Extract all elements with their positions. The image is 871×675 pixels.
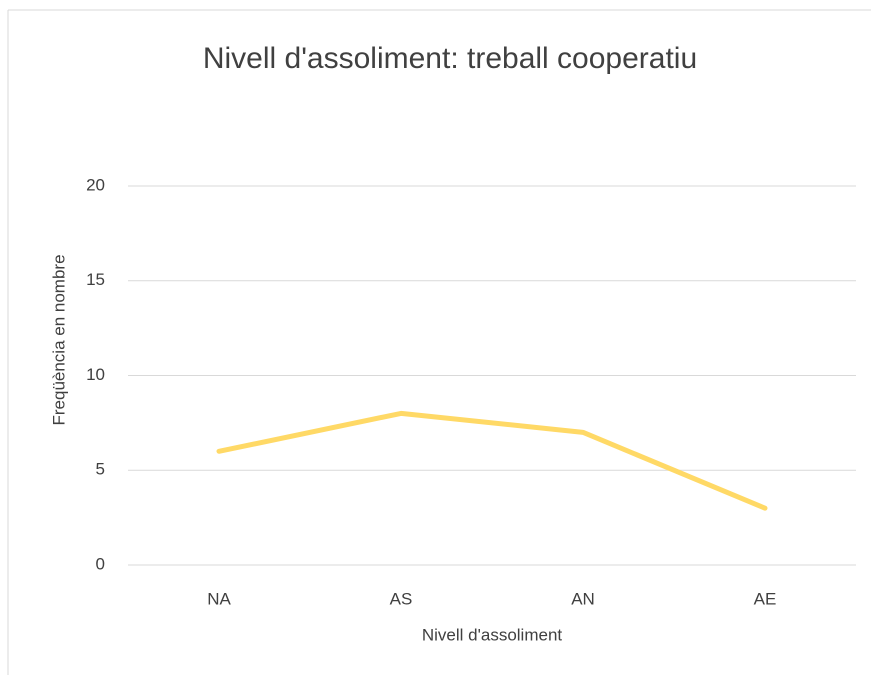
y-tick-label: 20 xyxy=(86,175,105,194)
data-line xyxy=(216,410,768,511)
chart-title: Nivell d'assoliment: treball cooperatiu xyxy=(203,42,697,75)
x-tick-label: NA xyxy=(207,589,231,608)
y-axis-title: Freqüència en nombre xyxy=(49,254,68,425)
x-tick-label: AN xyxy=(571,589,595,608)
x-tick-label: AS xyxy=(390,589,413,608)
x-axis-title: Nivell d'assoliment xyxy=(422,625,563,644)
y-tick-label: 5 xyxy=(96,460,105,479)
y-tick-label: 10 xyxy=(86,365,105,384)
y-tick-label: 0 xyxy=(96,554,105,573)
x-tick-label: AE xyxy=(754,589,777,608)
y-tick-label: 15 xyxy=(86,270,105,289)
